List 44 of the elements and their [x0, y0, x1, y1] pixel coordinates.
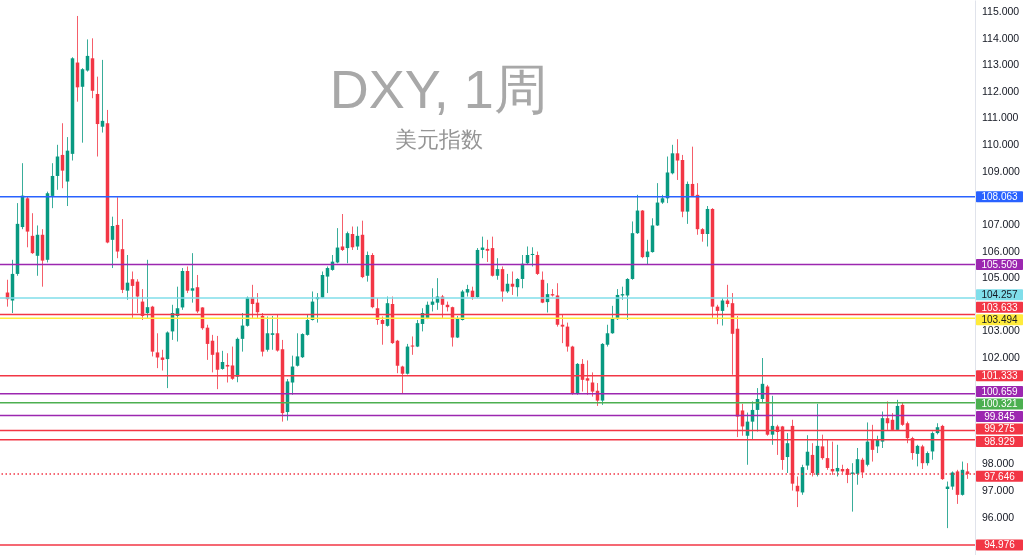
y-tick-label: 114.000 — [982, 31, 1020, 44]
candlestick — [675, 138, 680, 181]
candlestick — [950, 470, 955, 491]
candlestick — [270, 315, 275, 351]
y-tick-label: 111.000 — [982, 111, 1019, 124]
y-tick-label: 98.000 — [982, 457, 1015, 470]
candlestick — [100, 59, 105, 134]
y-tick-label: 107.000 — [982, 217, 1021, 230]
y-tick-label: 102.000 — [982, 351, 1021, 364]
candlestick — [510, 271, 515, 296]
y-tick-label: 103.000 — [982, 324, 1021, 337]
candlestick — [160, 349, 165, 372]
y-tick-label: 113.000 — [982, 58, 1020, 71]
ref-line-label: 98.929 — [984, 435, 1016, 447]
candlestick — [850, 462, 855, 513]
ref-line-label: 108.063 — [981, 191, 1019, 203]
ref-line-label: 104.257 — [981, 289, 1019, 301]
ref-line-label: 97.646 — [984, 470, 1016, 482]
y-tick-label: 106.000 — [982, 244, 1021, 257]
y-tick-label: 109.000 — [982, 164, 1021, 177]
text: 美元指数 — [394, 127, 483, 152]
ref-line-label: 100.321 — [981, 398, 1019, 410]
ref-line-label: 94.976 — [984, 539, 1016, 551]
candlestick — [190, 252, 195, 304]
candlestick — [295, 332, 300, 368]
y-tick-label: 110.000 — [982, 138, 1020, 151]
ref-line-label: 105.509 — [981, 259, 1019, 271]
y-tick-label: 96.000 — [982, 510, 1015, 523]
ref-line-label: 100.659 — [981, 385, 1019, 397]
text: DXY, 1周 — [329, 59, 548, 119]
ref-line-label: 103.633 — [981, 301, 1019, 313]
ref-line-label: 99.845 — [984, 410, 1016, 422]
ref-line-label: 99.275 — [984, 423, 1016, 435]
candlestick — [325, 265, 330, 294]
y-tick-label: 105.000 — [982, 271, 1021, 284]
y-tick-label: 115.000 — [982, 4, 1020, 17]
ref-line-label: 103.494 — [981, 314, 1019, 326]
candlestick — [495, 257, 500, 281]
ref-line-label: 101.333 — [981, 370, 1019, 382]
candlestick — [145, 259, 150, 319]
y-tick-label: 97.000 — [982, 484, 1015, 497]
candlestick — [605, 324, 610, 348]
y-tick-label: 112.000 — [982, 84, 1020, 97]
candlestick — [340, 213, 345, 252]
